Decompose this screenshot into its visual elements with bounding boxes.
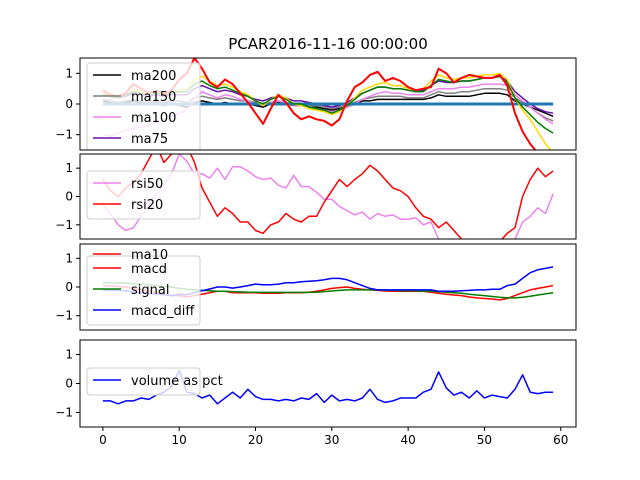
legend-label: macd_diff bbox=[131, 304, 195, 319]
ytick-label: 1 bbox=[65, 161, 73, 175]
legend: macd signal macd_diff bbox=[86, 255, 201, 326]
axes-frame bbox=[79, 57, 577, 151]
ytick-label: 0 bbox=[65, 280, 73, 294]
subplot-3: −1 0 1 macd signal macd_diff bbox=[55, 243, 577, 331]
xtick-label: 20 bbox=[248, 433, 263, 447]
ytick-label: 0 bbox=[65, 97, 73, 111]
axes-frame bbox=[79, 339, 577, 428]
legend-label: ma75 bbox=[131, 132, 168, 147]
ytick-label: 0 bbox=[65, 377, 73, 391]
ytick-label: 1 bbox=[65, 66, 73, 80]
legend-box bbox=[86, 62, 201, 150]
legend-label: ma200 bbox=[131, 69, 176, 84]
xtick-label: 50 bbox=[477, 433, 492, 447]
series-line-rsi50 bbox=[102, 154, 554, 239]
legend-label: ma150 bbox=[131, 90, 176, 105]
legend-label: macd bbox=[131, 262, 167, 277]
subplot-2: −1 0 1 rsi50 rsi20 bbox=[55, 153, 577, 240]
axes-frame bbox=[79, 243, 577, 331]
ytick-label: 1 bbox=[65, 348, 73, 362]
xtick-label: 30 bbox=[324, 433, 339, 447]
xtick-label: 40 bbox=[400, 433, 415, 447]
subplots: −101 ma200ma150ma100ma75−101rsi50rsi20−10… bbox=[55, 57, 577, 447]
legend-label: rsi20 bbox=[131, 198, 163, 213]
series-group bbox=[102, 154, 554, 239]
legend-label: ma10 bbox=[131, 248, 168, 263]
ytick-label: −1 bbox=[55, 406, 73, 420]
legend-box bbox=[86, 255, 201, 326]
ytick-label: 1 bbox=[65, 251, 73, 265]
xtick-label: 0 bbox=[99, 433, 107, 447]
legend: ma200 ma150 ma100 ma75 bbox=[86, 62, 201, 150]
legend-label: rsi50 bbox=[131, 177, 163, 192]
subplot-1: −1 0 1 ma200 ma150 ma100 ma75 bbox=[55, 57, 577, 151]
legend-label: volume as pct bbox=[131, 374, 223, 389]
legend-box bbox=[86, 367, 201, 396]
axes-frame bbox=[79, 153, 577, 240]
legend-label: ma100 bbox=[131, 111, 176, 126]
xtick-label: 60 bbox=[553, 433, 568, 447]
xtick-label: 10 bbox=[172, 433, 187, 447]
ytick-label: 0 bbox=[65, 190, 73, 204]
series-line-rsi20 bbox=[102, 154, 554, 239]
legend: volume as pct bbox=[86, 367, 223, 396]
chart-title: PCAR2016-11-16 00:00:00 bbox=[228, 35, 428, 53]
legend-label: signal bbox=[131, 283, 169, 298]
ytick-label: −1 bbox=[55, 309, 73, 323]
ytick-label: −1 bbox=[55, 128, 73, 142]
legend: rsi50 rsi20 bbox=[86, 170, 201, 220]
ytick-label: −1 bbox=[55, 218, 73, 232]
